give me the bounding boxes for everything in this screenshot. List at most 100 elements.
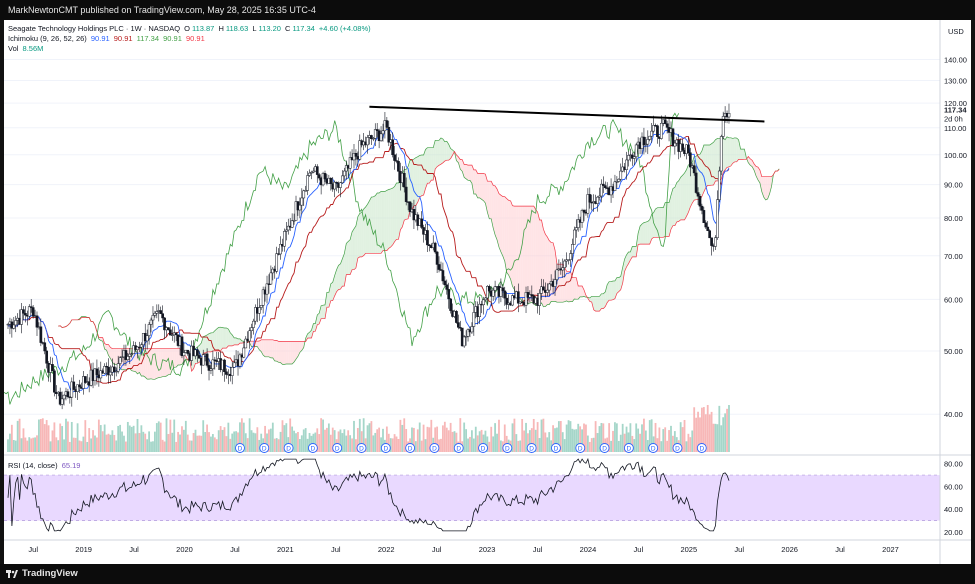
cloud-segment	[574, 277, 577, 300]
volume-bar	[345, 435, 348, 452]
volume-bar	[34, 437, 36, 452]
ohlc-l-label: L	[252, 24, 257, 33]
cloud-segment	[371, 196, 374, 254]
rsi-band	[4, 475, 940, 521]
legend-symbol: Seagate Technology Holdings PLC · 1W · N…	[8, 24, 373, 33]
volume-bar	[650, 419, 653, 452]
time-tick-label: Jul	[734, 545, 744, 554]
cloud-segment	[630, 246, 633, 261]
cloud-segment	[222, 327, 225, 349]
volume-bar	[167, 434, 170, 452]
volume-bar	[548, 432, 551, 452]
volume-bar	[440, 438, 442, 452]
cloud-segment	[284, 341, 287, 365]
cloud-segment	[649, 214, 652, 245]
volume-bar	[546, 437, 549, 452]
volume-bar	[664, 427, 667, 452]
cloud-segment	[313, 323, 316, 332]
candle-body	[574, 227, 578, 231]
legend-rsi: RSI (14, close) 65.19	[8, 461, 82, 470]
volume-bar	[22, 428, 25, 452]
cloud-segment	[618, 276, 621, 292]
volume-bar	[370, 421, 373, 452]
cloud-segment	[667, 202, 670, 237]
cloud-segment	[636, 233, 639, 257]
chart-svg[interactable]: D D D D D D D D D D D D D D D D D D D D USD 140.00 130.00 120.…	[4, 20, 971, 564]
candle-body	[354, 153, 358, 157]
dividend-marker	[453, 443, 464, 453]
volume-bar	[144, 433, 147, 452]
time-tick-label: Jul	[533, 545, 543, 554]
time-tick-label: 2021	[277, 545, 294, 554]
volume-bar	[554, 428, 556, 452]
candle-body	[516, 291, 520, 304]
cloud-segment	[750, 158, 753, 167]
volume-bar	[530, 428, 533, 452]
dividend-marker	[551, 443, 561, 453]
cloud-segment	[149, 348, 152, 380]
volume-bar	[194, 429, 197, 452]
cloud-segment	[578, 286, 581, 300]
cloud-segment	[108, 344, 111, 359]
volume-bar	[246, 438, 249, 452]
volume-bar	[351, 438, 353, 452]
cloud-segment	[672, 187, 675, 226]
volume-bar	[215, 439, 218, 452]
volume-bar	[513, 418, 516, 452]
volume-bar	[540, 419, 543, 452]
volume-bar	[372, 435, 375, 452]
volume-bar	[689, 437, 692, 452]
currency-label: USD	[948, 27, 964, 36]
cloud-segment	[526, 206, 528, 305]
candle-body	[196, 349, 199, 356]
candle-body	[180, 336, 184, 357]
volume-bar	[643, 418, 645, 452]
cloud-segment	[390, 188, 393, 248]
dividend-marker-label: D	[505, 446, 510, 453]
axes: USD 140.00 130.00 120.00 110.00 100.00 90.00 80…	[4, 20, 971, 564]
candle-body	[681, 143, 684, 151]
cloud-segment	[740, 149, 743, 160]
candle-body	[472, 312, 476, 327]
vol-value: 8.56M	[22, 44, 44, 53]
volume-bar	[590, 438, 593, 452]
volume-bar	[200, 435, 203, 452]
cloud-segment	[446, 141, 449, 161]
volume-bar	[248, 418, 251, 452]
volume-bar	[157, 421, 160, 452]
volume-bar	[14, 440, 17, 452]
cloud-segment	[669, 195, 671, 237]
cloud-segment	[379, 191, 382, 254]
candle-body	[24, 313, 27, 316]
volume-bar	[140, 425, 143, 452]
chart-canvas[interactable]: D D D D D D D D D D D D D D D D D D D D USD 140.00 130.00 120.…	[4, 20, 971, 564]
cloud-segment	[274, 340, 277, 362]
cloud-segment	[427, 147, 430, 184]
candle-body	[576, 219, 580, 228]
cloud-segment	[437, 140, 440, 167]
cloud-segment	[162, 348, 165, 377]
candle-body	[632, 156, 636, 159]
candle-body	[257, 307, 261, 314]
volume-bar	[511, 423, 514, 452]
candle-body	[547, 283, 551, 291]
cloud-segment	[483, 173, 486, 204]
volume-bar	[712, 423, 715, 452]
cloud-segment	[767, 176, 770, 200]
cloud-segment	[599, 293, 602, 312]
time-tick-label: 2025	[680, 545, 697, 554]
cloud-segment	[508, 200, 511, 280]
cloud-segment	[497, 188, 499, 248]
volume-bar	[486, 436, 489, 452]
candle-body	[205, 353, 209, 366]
candle-body	[136, 346, 139, 350]
cloud-segment	[723, 137, 726, 173]
volume-bar	[329, 434, 332, 452]
volume-bar	[602, 423, 605, 452]
volume-bar	[718, 405, 721, 452]
cloud-segment	[475, 169, 478, 198]
volume-bar	[687, 433, 690, 452]
candle-body	[339, 182, 342, 188]
volume-bar	[192, 433, 195, 452]
ichimoku-v3: 90.91	[163, 34, 182, 43]
